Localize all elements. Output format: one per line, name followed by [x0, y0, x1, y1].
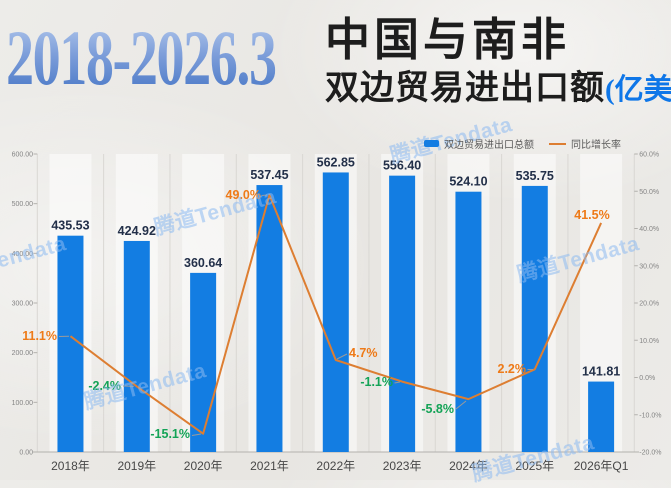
right-axis-label: 50.0% — [639, 189, 659, 196]
line-series-dash-icon — [549, 143, 566, 145]
x-category-label: 2023年 — [383, 459, 422, 473]
bar-2023年 — [389, 176, 415, 452]
bar-value-label: 141.81 — [582, 365, 620, 379]
period-title: 2018-2026.3 — [6, 16, 276, 100]
growth-rate-label: 49.0% — [226, 188, 261, 202]
growth-rate-label: -2.4% — [88, 379, 121, 393]
label-leader-line — [262, 195, 267, 196]
bar-value-label: 435.53 — [51, 219, 89, 233]
right-axis-label: -10.0% — [639, 412, 661, 419]
bar-2024年 — [455, 192, 481, 452]
right-axis-label: 20.0% — [639, 301, 659, 308]
x-category-label: 2019年 — [117, 459, 156, 473]
x-category-label: 2020年 — [184, 459, 223, 473]
left-axis-label: 200.00 — [12, 350, 34, 357]
x-category-label: 2018年 — [51, 459, 90, 473]
bar-series-label: 双边贸易进出口总额 — [444, 136, 534, 151]
right-axis-label: 0.0% — [639, 375, 655, 382]
title-line1: 中国与南非 — [325, 14, 671, 66]
bar-value-label: 360.64 — [184, 256, 222, 270]
line-series-label: 同比增长率 — [571, 136, 621, 151]
bar-value-label: 562.85 — [317, 155, 355, 169]
bar-value-label: 537.45 — [250, 168, 288, 182]
right-axis-label: 30.0% — [639, 263, 659, 270]
left-axis-label: 500.00 — [12, 201, 34, 208]
title-unit: (亿美元) — [605, 74, 671, 106]
x-category-label: 2024年 — [449, 459, 488, 473]
growth-rate-label: -1.1% — [360, 375, 393, 389]
growth-rate-label: 4.7% — [349, 346, 378, 360]
left-axis-label: 400.00 — [12, 251, 34, 258]
bar-2019年 — [124, 241, 150, 452]
main-title: 中国与南非 双边贸易进出口额(亿美元) — [325, 14, 671, 111]
growth-rate-label: -5.8% — [421, 402, 454, 416]
bar-2026年Q1 — [588, 382, 614, 452]
right-axis-label: 40.0% — [639, 226, 659, 233]
left-axis-label: 300.00 — [12, 301, 34, 308]
chart-legend: 双边贸易进出口总额 同比增长率 — [424, 136, 621, 151]
x-category-label: 2021年 — [250, 459, 289, 473]
growth-rate-label: 11.1% — [22, 329, 57, 343]
x-category-label: 2022年 — [316, 459, 355, 473]
bar-2022年 — [323, 172, 349, 452]
growth-rate-label: 41.5% — [574, 208, 609, 222]
x-category-label: 2026年Q1 — [574, 459, 629, 473]
left-axis-label: 0.00 — [19, 450, 33, 457]
left-axis-label: 100.00 — [12, 400, 34, 407]
growth-rate-label: -15.1% — [150, 427, 190, 441]
left-axis-label: 600.00 — [12, 152, 34, 159]
growth-rate-label: 2.2% — [498, 362, 527, 376]
x-category-label: 2025年 — [515, 459, 554, 473]
bar-value-label: 424.92 — [118, 224, 156, 238]
right-axis-label: -20.0% — [639, 450, 661, 457]
bar-series-swatch — [424, 140, 439, 147]
bar-2025年 — [522, 186, 548, 452]
bar-value-label: 524.10 — [449, 175, 487, 189]
right-axis-label: 60.0% — [639, 152, 659, 159]
title-line2-text: 双边贸易进出口额 — [325, 70, 605, 107]
bar-value-label: 535.75 — [516, 169, 554, 183]
right-axis-label: 10.0% — [639, 338, 659, 345]
bar-value-label: 556.40 — [383, 159, 421, 173]
bar-2020年 — [190, 273, 216, 452]
title-line2: 双边贸易进出口额(亿美元) — [325, 68, 671, 111]
